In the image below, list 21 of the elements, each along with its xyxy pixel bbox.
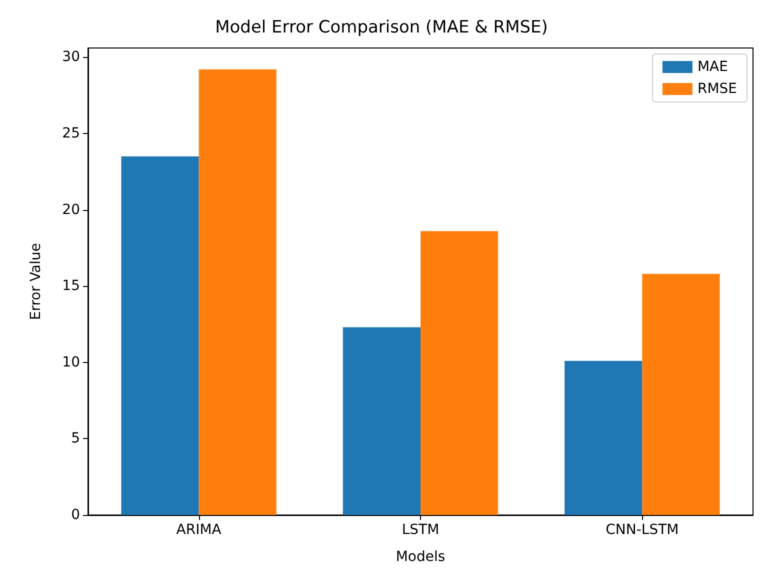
bar	[642, 274, 720, 515]
bar	[564, 360, 642, 515]
bar	[420, 231, 498, 515]
y-tick-label: 20	[62, 202, 80, 218]
y-tick-label: 15	[62, 278, 80, 294]
bar	[198, 69, 276, 515]
chart-title: Model Error Comparison (MAE & RMSE)	[215, 18, 548, 38]
y-tick-label: 0	[71, 507, 80, 523]
legend-label: RMSE	[697, 81, 738, 97]
x-tick-label: LSTM	[402, 522, 440, 538]
x-tick-label: CNN-LSTM	[606, 522, 679, 538]
bar	[342, 327, 420, 515]
y-axis-title: Error Value	[28, 242, 44, 320]
x-tick-label: ARIMA	[176, 522, 222, 538]
y-tick-label: 5	[71, 430, 80, 447]
bar	[121, 156, 199, 515]
y-tick-label: 30	[62, 49, 80, 66]
legend-label: MAE	[697, 59, 728, 75]
y-tick-label: 10	[62, 354, 80, 370]
y-tick-label: 25	[62, 125, 80, 142]
x-axis-title: Models	[396, 549, 446, 565]
